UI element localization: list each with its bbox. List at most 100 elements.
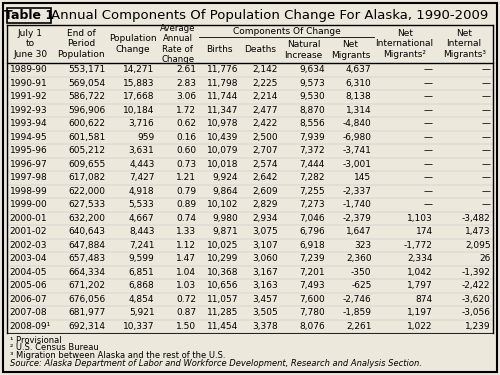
Text: 6,851: 6,851 [128,268,154,277]
Text: 8,138: 8,138 [346,92,372,101]
Text: 5,921: 5,921 [129,308,154,317]
Text: 1.50: 1.50 [176,322,197,331]
Text: 3,378: 3,378 [252,322,278,331]
Text: 681,977: 681,977 [68,308,106,317]
Text: 10,656: 10,656 [206,281,238,290]
Text: -1,740: -1,740 [342,200,372,209]
Text: 4,918: 4,918 [129,187,154,196]
Text: 323: 323 [354,241,372,250]
Text: Births: Births [206,45,233,54]
Text: 9,864: 9,864 [212,187,238,196]
Text: 676,056: 676,056 [68,295,106,304]
Text: 11,454: 11,454 [207,322,238,331]
Text: —: — [482,79,490,88]
Text: 10,299: 10,299 [207,254,238,263]
Text: 1991-92: 1991-92 [10,92,47,101]
Text: 7,255: 7,255 [299,187,324,196]
Text: 2.83: 2.83 [176,79,197,88]
Text: 586,722: 586,722 [68,92,106,101]
Text: 9,599: 9,599 [128,254,154,263]
Text: 11,285: 11,285 [207,308,238,317]
Text: 647,884: 647,884 [68,241,106,250]
Text: 6,796: 6,796 [299,227,324,236]
Text: 6,868: 6,868 [128,281,154,290]
Text: 11,798: 11,798 [206,79,238,88]
Text: 1999-00: 1999-00 [10,200,47,209]
Text: -6,980: -6,980 [342,133,372,142]
Text: 8,556: 8,556 [299,119,324,128]
Text: 145: 145 [354,173,372,182]
Text: -4,840: -4,840 [343,119,372,128]
Text: 4,667: 4,667 [129,214,154,223]
Text: 3,107: 3,107 [252,241,278,250]
Text: 1.72: 1.72 [176,106,197,115]
Text: 2007-08: 2007-08 [10,308,47,317]
Text: Deaths: Deaths [244,45,276,54]
Text: 1,103: 1,103 [407,214,433,223]
Text: 10,025: 10,025 [207,241,238,250]
Text: 2,142: 2,142 [252,65,278,74]
Text: -1,772: -1,772 [404,241,433,250]
Text: 600,622: 600,622 [68,119,106,128]
Text: 1.47: 1.47 [176,254,197,263]
Text: -1,392: -1,392 [462,268,490,277]
Text: 7,201: 7,201 [299,268,324,277]
Text: 617,082: 617,082 [68,173,106,182]
Text: 1996-97: 1996-97 [10,160,47,169]
Text: 2,500: 2,500 [252,133,278,142]
Text: 2,934: 2,934 [252,214,278,223]
Text: 1,314: 1,314 [346,106,372,115]
Text: 7,493: 7,493 [299,281,324,290]
Text: 2,574: 2,574 [252,160,278,169]
Text: 3.06: 3.06 [176,92,197,101]
Text: 2,095: 2,095 [465,241,490,250]
Text: 7,372: 7,372 [299,146,324,155]
Text: 7,780: 7,780 [299,308,324,317]
Text: 7,239: 7,239 [299,254,324,263]
Text: 9,980: 9,980 [212,214,238,223]
Text: 1.21: 1.21 [176,173,197,182]
Text: 10,102: 10,102 [207,200,238,209]
Text: 2000-01: 2000-01 [10,214,47,223]
Text: 3,167: 3,167 [252,268,278,277]
Text: 3,716: 3,716 [128,119,154,128]
Text: 2,422: 2,422 [252,119,278,128]
Text: 2002-03: 2002-03 [10,241,47,250]
Text: 1,042: 1,042 [408,268,433,277]
Text: 2,334: 2,334 [408,254,433,263]
Text: —: — [482,92,490,101]
Text: 9,924: 9,924 [212,173,238,182]
Text: -3,620: -3,620 [462,295,490,304]
Text: 1.04: 1.04 [176,268,197,277]
Text: 10,978: 10,978 [206,119,238,128]
Text: 692,314: 692,314 [68,322,106,331]
Text: —: — [482,106,490,115]
Text: 3,060: 3,060 [252,254,278,263]
Text: —: — [424,119,433,128]
Text: 2.61: 2.61 [176,65,197,74]
Text: 1993-94: 1993-94 [10,119,47,128]
Text: 4,637: 4,637 [346,65,372,74]
Text: —: — [482,65,490,74]
Text: -1,859: -1,859 [342,308,372,317]
Text: 7,273: 7,273 [299,200,324,209]
Text: 10,368: 10,368 [206,268,238,277]
Text: —: — [424,160,433,169]
Text: 7,241: 7,241 [129,241,154,250]
Text: 7,427: 7,427 [129,173,154,182]
Text: July 1
to
June 30: July 1 to June 30 [14,29,48,59]
Text: 10,439: 10,439 [207,133,238,142]
Text: 2,225: 2,225 [252,79,278,88]
Text: —: — [424,146,433,155]
Text: 1.12: 1.12 [176,241,197,250]
Text: -3,056: -3,056 [462,308,490,317]
Text: 11,347: 11,347 [207,106,238,115]
Text: 8,076: 8,076 [299,322,324,331]
Text: 5,533: 5,533 [128,200,154,209]
Text: 7,444: 7,444 [300,160,324,169]
Text: ³ Migration between Alaska and the rest of the U.S.: ³ Migration between Alaska and the rest … [10,351,226,360]
Text: ¹ Provisional: ¹ Provisional [10,336,62,345]
Text: End of
Period
Population: End of Period Population [57,29,104,59]
Text: Average
Annual
Rate of
Change: Average Annual Rate of Change [160,24,196,64]
Text: 664,334: 664,334 [68,268,106,277]
